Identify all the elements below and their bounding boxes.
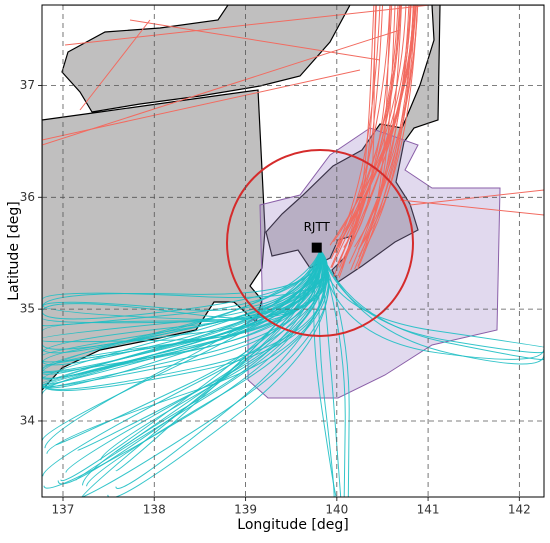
departure-track <box>319 249 544 361</box>
arrival-track <box>363 5 414 252</box>
arrival-track <box>334 5 399 254</box>
arrival-track <box>330 5 381 260</box>
y-tick-label: 34 <box>20 413 35 427</box>
departure-track <box>42 249 321 311</box>
y-axis-title: Latitude [deg] <box>6 201 22 300</box>
x-tick-label: 139 <box>234 503 257 517</box>
range-circle <box>226 149 414 337</box>
departure-track <box>55 249 321 446</box>
arrival-track <box>337 5 384 266</box>
departure-track <box>319 249 544 354</box>
departure-track <box>75 249 326 481</box>
station-label: RJTT <box>304 220 331 234</box>
departure-track <box>46 249 326 454</box>
arrival-track <box>333 5 411 277</box>
y-tick-label: 35 <box>20 302 35 316</box>
departure-track <box>42 249 321 375</box>
y-tick-label: 36 <box>20 190 35 204</box>
departure-track <box>319 249 342 497</box>
x-tick-label: 142 <box>508 503 531 517</box>
station-marker <box>311 242 322 253</box>
departure-track <box>319 249 346 497</box>
departure-track <box>42 249 321 327</box>
departure-track <box>44 249 321 449</box>
arrival-track <box>64 5 431 46</box>
y-tick-label: 37 <box>20 78 35 92</box>
x-tick-label: 141 <box>417 503 440 517</box>
arrival-track <box>359 5 416 248</box>
arrival-track <box>338 5 375 278</box>
plot-frame <box>41 4 545 498</box>
arrival-track <box>42 69 361 141</box>
arrival-track <box>129 19 381 61</box>
arrival-track <box>79 19 151 111</box>
departure-track <box>319 249 544 360</box>
arrival-track <box>399 199 544 216</box>
departure-track <box>319 249 350 497</box>
x-tick-label: 137 <box>52 503 75 517</box>
x-tick-label: 140 <box>325 503 348 517</box>
x-axis-title: Longitude [deg] <box>237 517 348 533</box>
departure-track <box>107 249 329 497</box>
arrival-track <box>357 5 391 267</box>
departure-track <box>77 249 324 451</box>
arrival-track <box>358 5 402 250</box>
departure-track <box>313 249 338 497</box>
departure-track <box>42 249 327 392</box>
arrival-track <box>363 5 418 243</box>
departure-track <box>42 249 321 354</box>
departure-track <box>42 249 321 441</box>
arrival-track <box>334 5 407 246</box>
arrival-track <box>42 29 401 146</box>
x-tick-label: 138 <box>143 503 166 517</box>
arrival-track <box>341 5 377 269</box>
departure-track <box>319 249 544 365</box>
departure-track <box>43 249 323 489</box>
departure-track <box>318 249 335 497</box>
departure-track <box>82 249 321 486</box>
